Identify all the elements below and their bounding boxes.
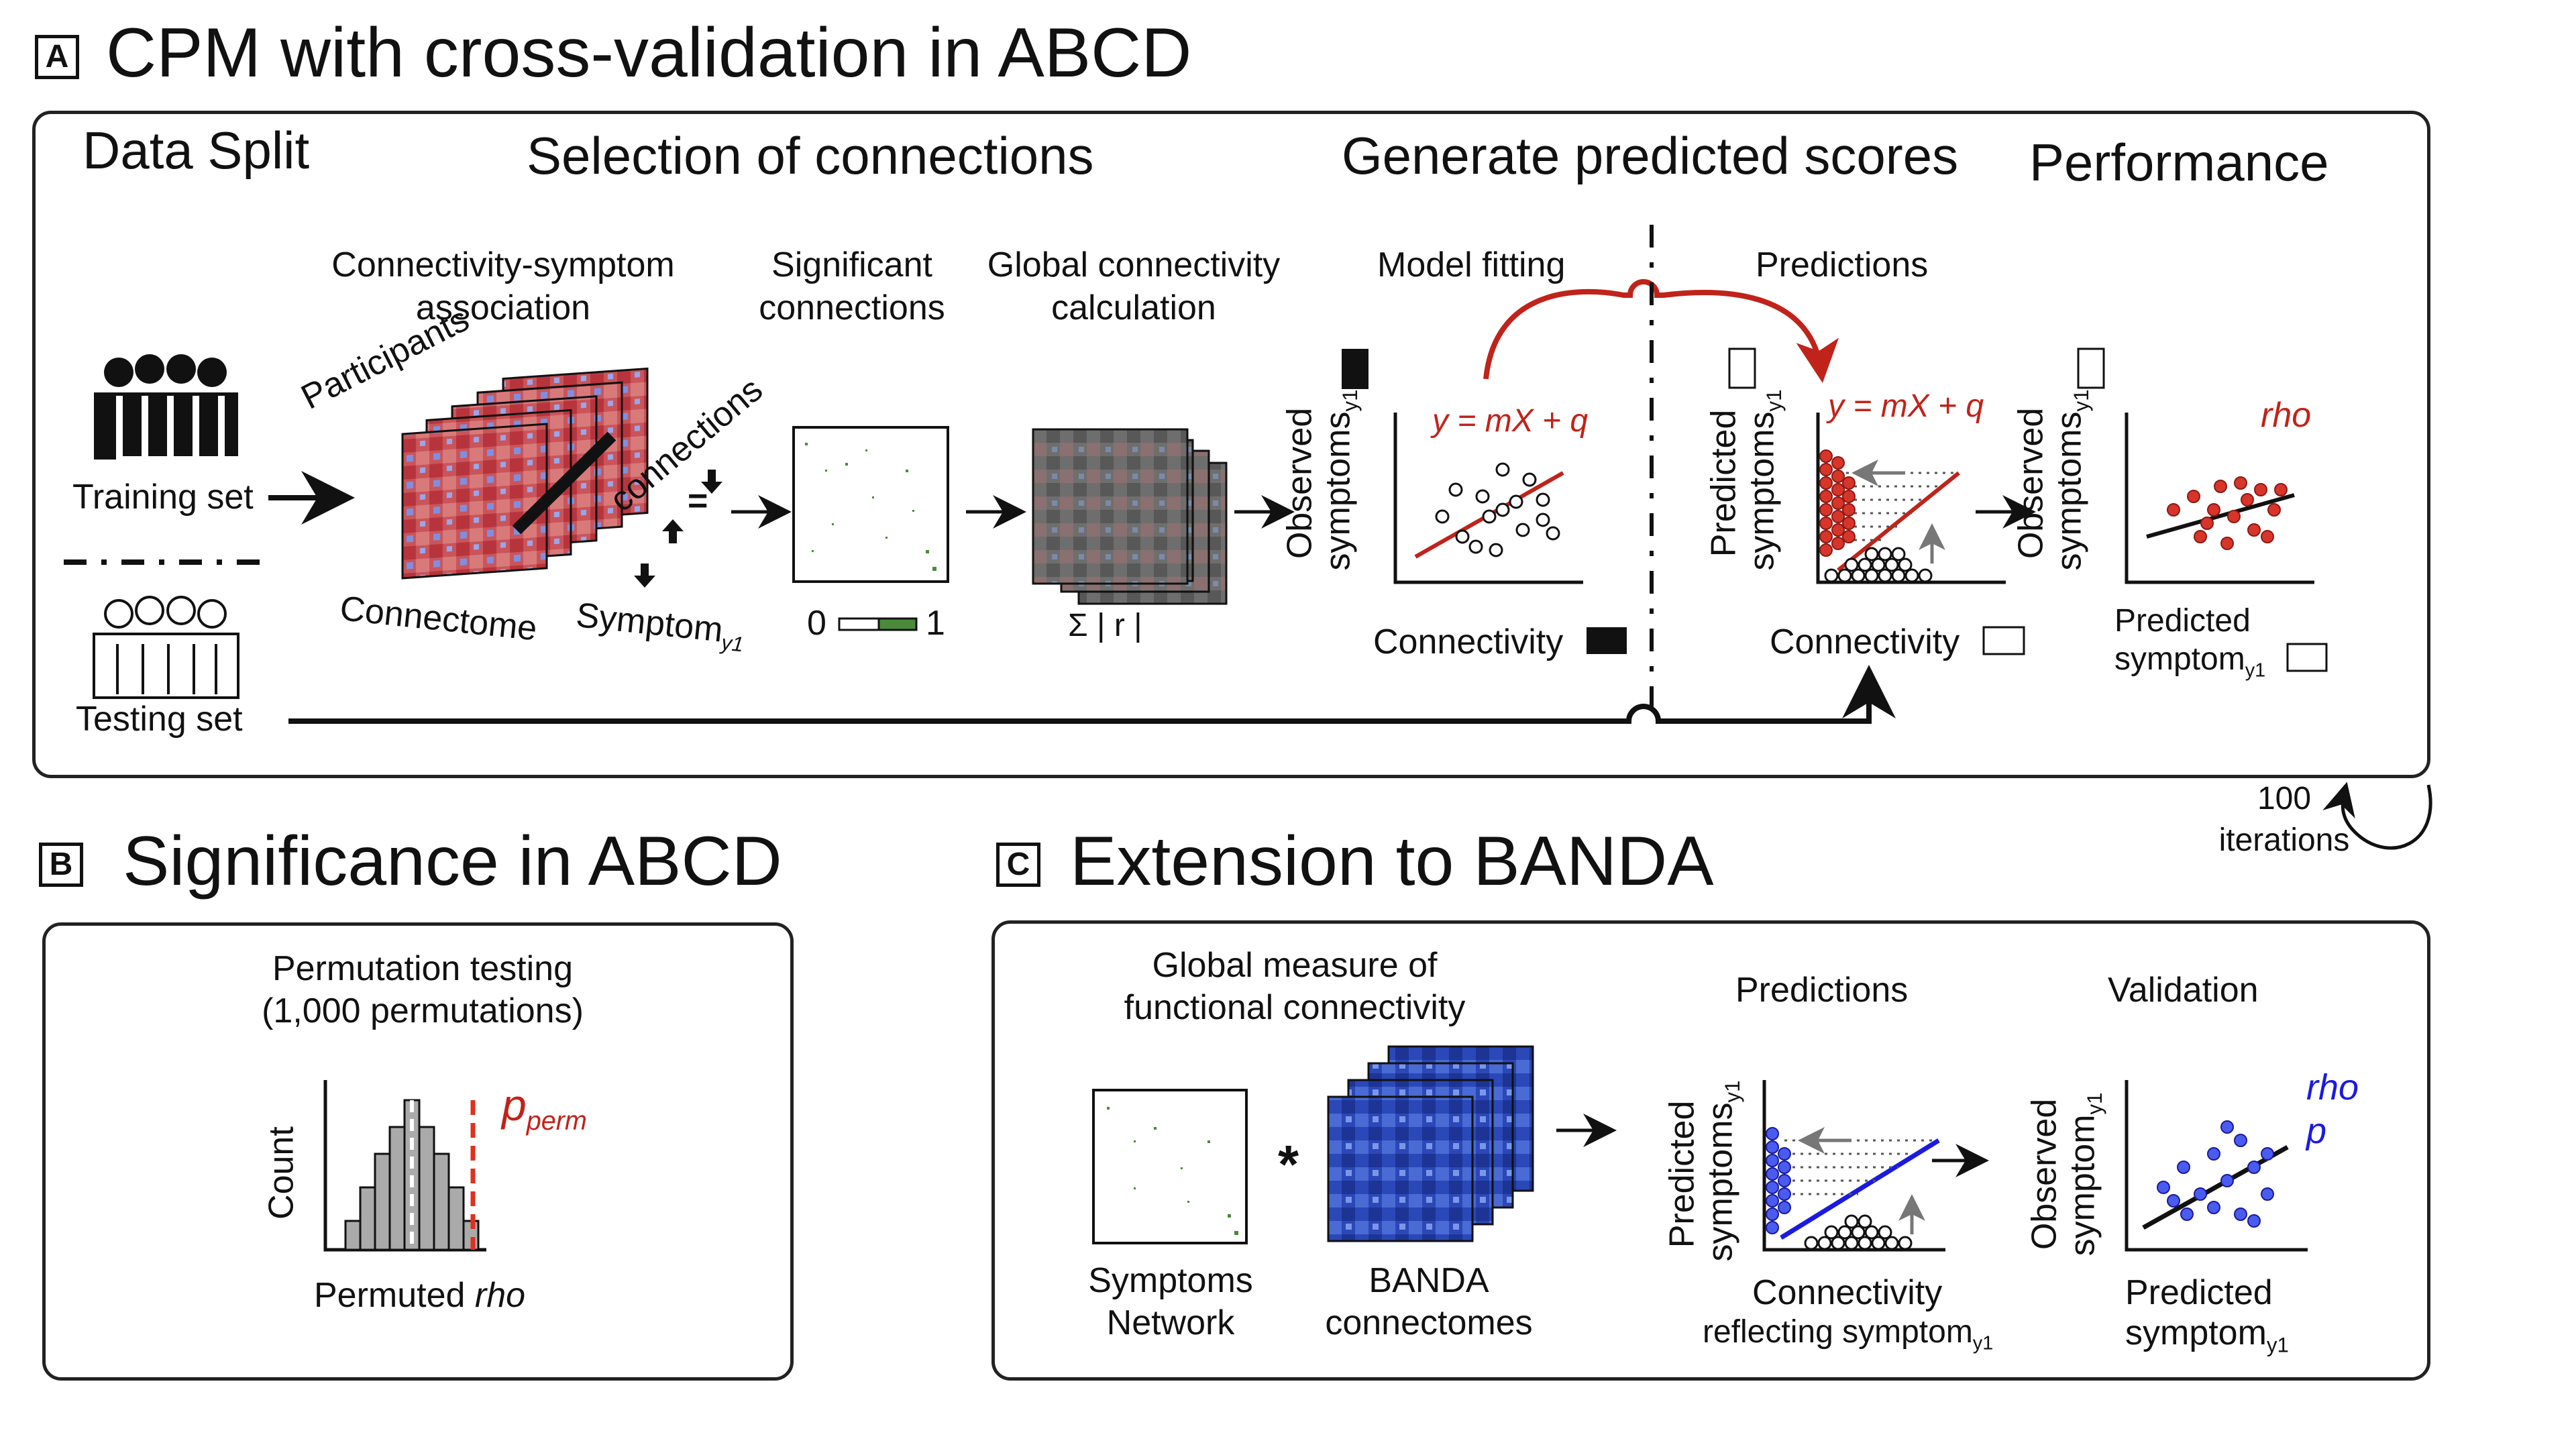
fit-to-predict-arrow — [1483, 279, 1839, 383]
multiply-star: * — [1278, 1134, 1299, 1194]
significant-matrix — [792, 426, 949, 583]
equation-predict: y = mX + q — [1828, 388, 1984, 424]
observed-perf-axis-label: Observed symptomsy1 — [2011, 389, 2094, 571]
prediction-plot-a — [1816, 413, 2006, 584]
panel-c-arrows — [1556, 1114, 1989, 1177]
colorbar — [838, 617, 918, 631]
testing-set-label: Testing set — [76, 700, 243, 739]
connectome-stack — [401, 367, 649, 580]
perm-line1: Permutation testing — [272, 949, 574, 988]
prediction-plot-c — [1762, 1080, 1945, 1252]
perf-people-icon — [2077, 347, 2105, 389]
predicted-symptom-line1: Predicted — [2114, 603, 2251, 639]
testing-arrow — [288, 665, 1896, 724]
permuted-rho-label: Permuted rho — [314, 1276, 526, 1315]
iterations-loop-icon — [2322, 782, 2432, 850]
count-axis-label: Count — [262, 1126, 301, 1220]
iterations-label: iterations — [2218, 822, 2350, 858]
data-split-heading: Data Split — [83, 121, 310, 180]
glob-line1: Global connectivity — [987, 246, 1281, 284]
iterations-count: 100 — [2257, 781, 2312, 816]
banda-stack — [1327, 1045, 1534, 1242]
connectivity-black-icon — [1587, 627, 1627, 654]
symptom-arrows — [634, 470, 722, 588]
rho-label-c: rho — [2306, 1067, 2359, 1108]
panel-b — [42, 922, 794, 1381]
section-c-title: Extension to BANDA — [1070, 822, 1714, 900]
perm-line2: (1,000 permutations) — [262, 991, 584, 1030]
generate-heading: Generate predicted scores — [1342, 126, 1959, 185]
training-set-label: Training set — [72, 478, 254, 517]
reflecting-label: reflecting symptomy1 — [1703, 1314, 1994, 1354]
connectivity-white-icon — [1982, 626, 2025, 655]
banda-line2: connectomes — [1325, 1303, 1533, 1342]
predicted-symptom-c-line2: symptomy1 — [2125, 1313, 2289, 1357]
observed-people-icon — [1342, 349, 1368, 389]
permutation-histogram — [323, 1080, 486, 1252]
global-line1: Global measure of — [1152, 946, 1438, 985]
sig-line2: connections — [759, 288, 945, 327]
global-stack — [1032, 428, 1228, 605]
symptoms-network-line1: Symptoms — [1088, 1261, 1253, 1300]
panel-c — [991, 920, 2430, 1381]
performance-plot-a — [2125, 413, 2314, 584]
section-a-letter: A — [35, 35, 79, 79]
selection-heading: Selection of connections — [527, 126, 1094, 185]
observed-symptom-c-axis: Observed symptomy1 — [2025, 1092, 2107, 1256]
predicted-symptoms-axis-label: Predicted symptomsy1 — [1704, 389, 1786, 571]
predicted-symptom-c-line1: Predicted — [2125, 1273, 2273, 1312]
banda-line1: BANDA — [1368, 1261, 1489, 1300]
symptoms-network-matrix — [1092, 1089, 1248, 1244]
conn-sym-line2: association — [415, 288, 591, 327]
performance-heading: Performance — [2029, 133, 2329, 192]
p-label-c: p — [2306, 1111, 2327, 1151]
predicted-people-icon — [1728, 347, 1756, 389]
model-fitting-label: Model fitting — [1377, 246, 1566, 284]
glob-line2: calculation — [1051, 288, 1216, 327]
section-c-letter: C — [996, 843, 1040, 887]
equals-sign: = — [688, 482, 708, 521]
equation-fit: y = mX + q — [1432, 403, 1589, 439]
symptoms-network-line2: Network — [1106, 1303, 1235, 1342]
sig-line1: Significant — [771, 246, 932, 284]
predictions-label: Predictions — [1756, 246, 1929, 284]
observed-symptoms-axis-label: Observed symptomsy1 — [1280, 389, 1362, 571]
p-perm-label: pperm — [502, 1080, 587, 1136]
symptom-white-icon — [2286, 643, 2328, 672]
predicted-symptoms-c-axis: Predicted symptomsy1 — [1662, 1080, 1745, 1262]
global-line2: functional connectivity — [1124, 988, 1466, 1027]
validation-label: Validation — [2108, 971, 2259, 1010]
training-people-icon — [94, 354, 238, 460]
scale-max: 1 — [926, 604, 945, 643]
section-b-title: Significance in ABCD — [123, 822, 782, 900]
connectivity-c-label: Connectivity — [1752, 1273, 1943, 1312]
rho-label-a: rho — [2261, 396, 2312, 435]
panel-a — [32, 111, 2430, 778]
section-a-title: CPM with cross-validation in ABCD — [106, 14, 1192, 92]
testing-people-icon — [93, 596, 239, 699]
sigma-label: Σ | r | — [1068, 608, 1142, 643]
model-fit-plot — [1393, 413, 1583, 584]
conn-sym-line1: Connectivity-symptom — [331, 246, 675, 284]
connectivity-label-test: Connectivity — [1770, 623, 1960, 661]
connectivity-label-train: Connectivity — [1373, 623, 1564, 661]
predicted-symptom-line2: symptomy1 — [2114, 641, 2266, 682]
section-b-letter: B — [39, 843, 83, 887]
scale-min: 0 — [807, 604, 826, 643]
predictions-c-label: Predictions — [1735, 971, 1909, 1010]
validation-plot-c — [2125, 1080, 2308, 1252]
